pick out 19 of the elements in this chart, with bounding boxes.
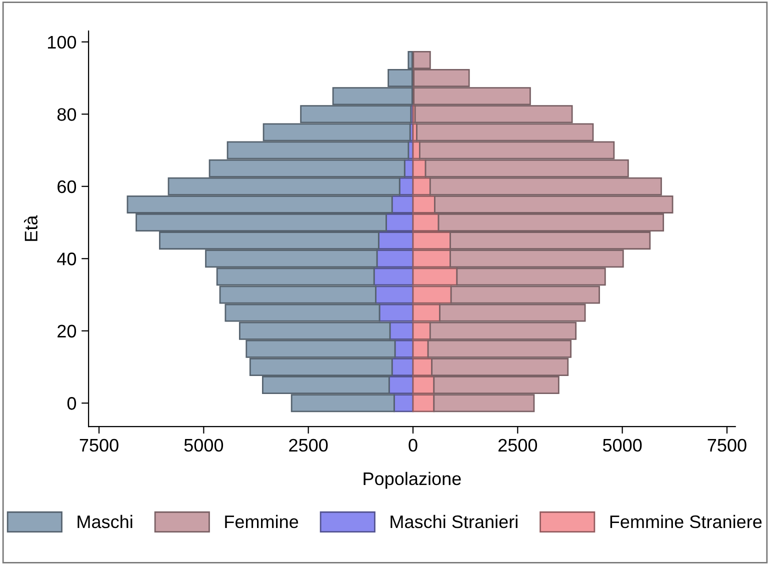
legend-label: Maschi Stranieri: [390, 514, 518, 528]
x-tick-label: 5000: [602, 438, 642, 452]
legend-label: Femmine Straniere: [610, 514, 762, 528]
x-tick-label: 2500: [498, 438, 538, 452]
y-axis-title: Età: [24, 215, 38, 241]
legend-label: Femmine: [225, 514, 298, 528]
y-tick-label: 20: [58, 324, 76, 338]
x-tick-label: 7500: [708, 438, 746, 452]
y-tick-label: 60: [58, 180, 76, 194]
x-tick-label: 0: [408, 438, 418, 452]
x-tick-label: 7500: [80, 438, 118, 452]
x-axis-title: Popolazione: [364, 472, 461, 489]
y-tick-label: 40: [57, 252, 76, 266]
y-tick-label: 0: [67, 397, 76, 410]
y-tick-label: 80: [57, 108, 76, 121]
x-tick-label: 5000: [184, 438, 224, 452]
legend-label: Maschi: [78, 514, 132, 528]
y-tick-label: 100: [48, 36, 76, 49]
x-tick-label: 2500: [289, 438, 328, 452]
